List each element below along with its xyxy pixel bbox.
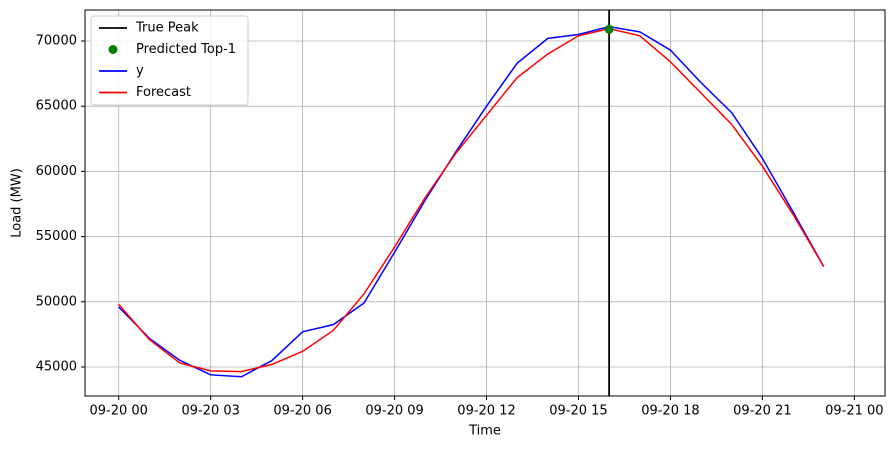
y-tick-label: 70000 <box>36 33 77 48</box>
y-tick-label: 60000 <box>36 164 77 179</box>
x-axis-label: Time <box>468 424 501 439</box>
legend-label: Predicted Top-1 <box>136 42 236 57</box>
x-tick-label: 09-20 06 <box>273 404 331 419</box>
y-axis-label: Load (MW) <box>10 168 25 238</box>
x-tick-label: 09-20 09 <box>365 404 423 419</box>
plot-frame <box>84 9 886 397</box>
legend: True Peak Predicted Top-1 y Forecast <box>90 15 249 106</box>
y-tick-label: 65000 <box>36 99 77 114</box>
x-tick-label: 09-20 18 <box>641 404 699 419</box>
x-tick-label: 09-20 21 <box>733 404 791 419</box>
y-tick-label: 45000 <box>36 359 77 374</box>
legend-label: Forecast <box>136 85 191 100</box>
legend-label: True Peak <box>135 21 199 36</box>
legend-swatch <box>108 45 118 54</box>
y-tick-label: 55000 <box>36 229 77 244</box>
x-tick-label: 09-20 12 <box>457 404 515 419</box>
x-tick-label: 09-20 00 <box>89 404 147 419</box>
predicted-point <box>604 24 614 34</box>
legend-box <box>90 15 249 106</box>
line-series <box>118 27 825 373</box>
x-tick-label: 09-21 00 <box>825 404 883 419</box>
x-tick-label: 09-20 15 <box>549 404 607 419</box>
x-tick-label: 09-20 03 <box>181 404 239 419</box>
legend-label: y <box>136 64 144 79</box>
line-series <box>118 25 825 378</box>
y-tick-label: 50000 <box>36 294 77 309</box>
